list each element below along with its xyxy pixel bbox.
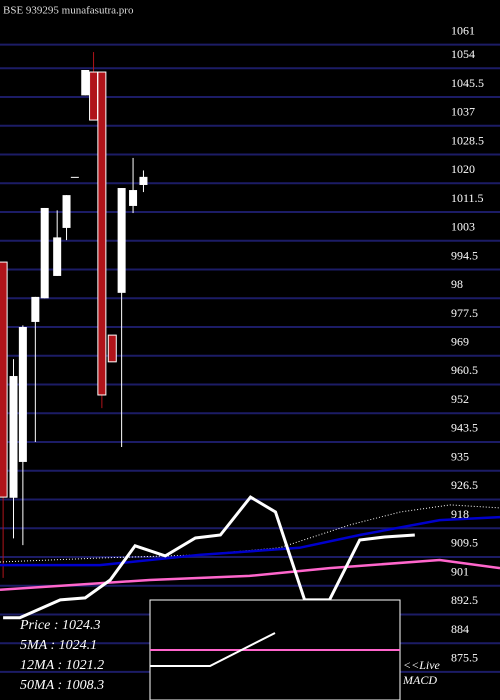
y-tick-label: 1061	[451, 23, 475, 37]
y-tick-label: 1003	[451, 220, 475, 234]
candle-body	[0, 261, 8, 498]
candle-body	[129, 190, 138, 206]
y-tick-label: 884	[451, 622, 469, 636]
indicator-line	[0, 515, 500, 567]
y-tick-label: 1020	[451, 162, 475, 176]
y-tick-label: 960.5	[451, 363, 478, 377]
y-tick-label: 875.5	[451, 651, 478, 665]
candle-body	[31, 296, 40, 322]
info-50ma: 50MA : 1008.3	[20, 678, 104, 693]
indicator-line	[3, 495, 415, 620]
info-5ma: 5MA : 1024.1	[20, 638, 97, 653]
y-tick-label: 1028.5	[451, 133, 484, 147]
macd-line	[150, 632, 276, 667]
candle-body	[89, 71, 99, 121]
macd-label: MACD	[402, 673, 437, 687]
grid	[0, 43, 500, 673]
y-tick-label: 943.5	[451, 421, 478, 435]
y-tick-label: 909.5	[451, 536, 478, 550]
y-tick-label: 935	[451, 449, 469, 463]
y-tick-label: 1011.5	[451, 191, 484, 205]
y-tick-label: 892.5	[451, 593, 478, 607]
info-12ma: 12MA : 1021.2	[20, 658, 104, 673]
macd-label: <<Live	[403, 658, 441, 672]
y-tick-label: 918	[451, 507, 469, 521]
y-tick-label: 952	[451, 392, 469, 406]
y-tick-label: 1045.5	[451, 76, 484, 90]
indicator-line	[0, 504, 500, 563]
candle-body	[53, 237, 62, 276]
y-tick-label: 994.5	[451, 248, 478, 262]
y-tick-label: 1037	[451, 105, 475, 119]
y-tick-label: 969	[451, 334, 469, 348]
candle-body	[81, 70, 90, 96]
candle-body	[139, 176, 148, 185]
candle-body	[117, 188, 126, 293]
chart-title: BSE 939295 munafasutra.pro	[3, 5, 134, 17]
indicator-line	[0, 558, 500, 592]
y-tick-label: 1054	[451, 47, 475, 61]
y-tick-label: 901	[451, 564, 469, 578]
candle-body	[97, 71, 107, 396]
candle-body	[18, 327, 27, 462]
y-tick-label: 926.5	[451, 478, 478, 492]
info-price: Price : 1024.3	[19, 618, 100, 633]
candle-body	[40, 207, 49, 299]
candle-body	[62, 195, 71, 228]
candle-body	[70, 176, 79, 178]
y-tick-label: 977.5	[451, 306, 478, 320]
candle-body	[107, 334, 117, 363]
plot	[0, 52, 500, 620]
macd-panel	[149, 599, 401, 700]
candle-body	[9, 376, 18, 498]
labels: BSE 939295 munafasutra.pro Price : 1024.…	[3, 5, 484, 694]
y-tick-label: 98	[451, 277, 463, 291]
